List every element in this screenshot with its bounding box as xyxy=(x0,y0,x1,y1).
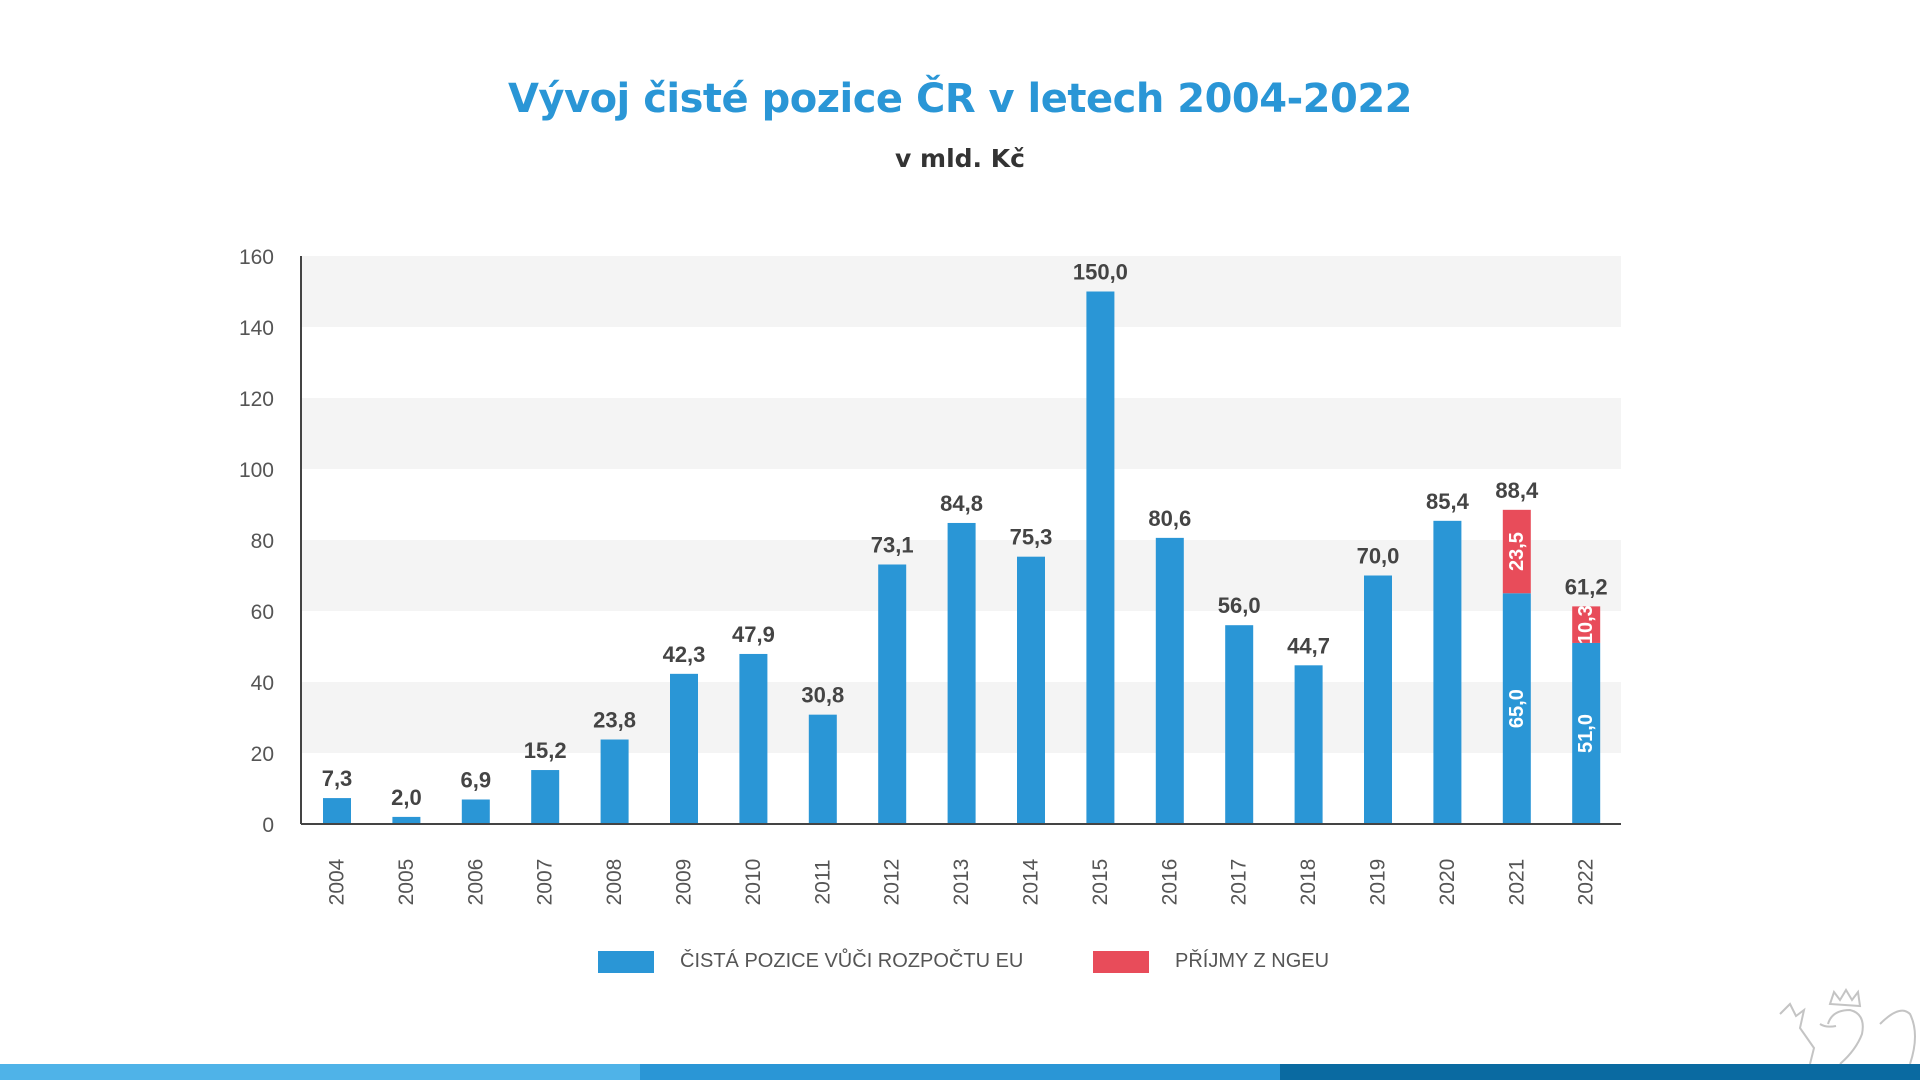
data-label: 44,7 xyxy=(1287,633,1330,658)
x-tick-label: 2020 xyxy=(1436,859,1459,906)
x-tick-label: 2016 xyxy=(1158,859,1181,906)
data-label: 42,3 xyxy=(663,642,706,667)
chart-title: Vývoj čisté pozice ČR v letech 2004-2022 xyxy=(507,76,1413,122)
data-label: 84,8 xyxy=(940,491,983,516)
y-tick-label: 160 xyxy=(239,246,274,269)
data-label: 2,0 xyxy=(391,785,422,810)
bar-net-position-2022 xyxy=(1572,642,1601,824)
bar-net-position-2013 xyxy=(947,522,976,824)
y-tick-label: 0 xyxy=(262,814,274,837)
data-label: 61,2 xyxy=(1565,574,1608,599)
bar-net-position-2009 xyxy=(670,673,698,824)
bar-net-position-2006 xyxy=(461,799,490,824)
bar-ngeu-2021 xyxy=(1502,509,1531,594)
bar-net-position-2020 xyxy=(1433,520,1462,824)
bar-net-position-2010 xyxy=(739,653,768,824)
bar-inner-label: 51,0 xyxy=(1575,714,1597,753)
bar-net-position-2004 xyxy=(323,798,351,824)
legend-item-ngeu: PŘÍJMY Z NGEU xyxy=(1093,950,1329,973)
bar-net-position-2015 xyxy=(1086,291,1115,824)
bar-net-position-2021 xyxy=(1502,593,1531,824)
bar-net-position-2017 xyxy=(1225,625,1254,824)
data-label: 80,6 xyxy=(1148,506,1191,531)
x-tick-label: 2015 xyxy=(1089,859,1112,906)
x-tick-label: 2010 xyxy=(742,859,765,906)
x-tick-label: 2004 xyxy=(326,858,349,905)
data-label: 88,4 xyxy=(1495,478,1539,503)
x-tick-label: 2017 xyxy=(1228,859,1251,906)
y-tick-label: 80 xyxy=(251,530,274,553)
grid-band xyxy=(301,398,1621,469)
legend-label-net-position: ČISTÁ POZICE VŮČI ROZPOČTU EU xyxy=(680,950,1024,972)
bar-net-position-2016 xyxy=(1155,537,1184,824)
data-label: 15,2 xyxy=(524,738,567,763)
data-label: 47,9 xyxy=(732,622,775,647)
x-tick-label: 2005 xyxy=(395,859,418,906)
y-tick-label: 60 xyxy=(251,601,274,624)
data-label: 73,1 xyxy=(871,532,914,557)
data-label: 23,8 xyxy=(593,708,636,733)
bar-inner-label: 23,5 xyxy=(1506,532,1528,571)
bar-net-position-2019 xyxy=(1364,575,1392,824)
bar-net-position-2005 xyxy=(392,816,421,824)
y-tick-label: 100 xyxy=(239,459,274,482)
data-label: 75,3 xyxy=(1010,525,1053,550)
grid-band xyxy=(301,256,1621,327)
bar-net-position-2014 xyxy=(1017,556,1045,824)
bar-net-position-2018 xyxy=(1294,665,1323,824)
lion-logo-icon xyxy=(1779,988,1916,1064)
x-tick-label: 2008 xyxy=(603,859,626,906)
x-tick-label: 2012 xyxy=(881,859,904,906)
x-tick-label: 2007 xyxy=(534,859,557,906)
bar-chart: 0 20 40 60 80 100 120 140 160 7,3 2004 2,0 2005 6,9 20… xyxy=(239,246,1621,906)
x-tick-label: 2009 xyxy=(673,859,696,906)
x-tick-label: 2022 xyxy=(1575,859,1598,906)
data-label: 70,0 xyxy=(1357,544,1400,569)
data-label: 150,0 xyxy=(1073,260,1128,285)
x-tick-label: 2014 xyxy=(1020,858,1043,905)
data-label: 30,8 xyxy=(801,683,844,708)
x-tick-label: 2018 xyxy=(1297,859,1320,906)
y-tick-label: 120 xyxy=(239,388,274,411)
y-tick-label: 40 xyxy=(251,672,274,695)
legend-item-net-position: ČISTÁ POZICE VŮČI ROZPOČTU EU xyxy=(598,950,1023,973)
data-label: 56,0 xyxy=(1218,593,1261,618)
bar-net-position-2008 xyxy=(600,739,629,824)
bar-net-position-2011 xyxy=(808,714,837,824)
bar-ngeu-2022 xyxy=(1572,606,1601,643)
x-tick-label: 2019 xyxy=(1367,859,1390,906)
bar-net-position-2007 xyxy=(531,770,560,824)
x-tick-label: 2013 xyxy=(950,859,973,906)
bar-inner-label: 10,3 xyxy=(1575,605,1597,644)
x-tick-label: 2021 xyxy=(1505,859,1528,906)
x-tick-label: 2011 xyxy=(811,859,834,904)
chart-subtitle: v mld. Kč xyxy=(895,144,1025,173)
bottom-stripe xyxy=(0,1064,1920,1080)
y-tick-label: 20 xyxy=(251,743,274,766)
data-label: 85,4 xyxy=(1426,489,1470,514)
x-tick-label: 2006 xyxy=(464,859,487,906)
legend-label-ngeu: PŘÍJMY Z NGEU xyxy=(1175,950,1330,972)
legend-swatch-net-position xyxy=(598,950,654,973)
y-tick-label: 140 xyxy=(239,317,274,340)
data-label: 7,3 xyxy=(322,766,353,791)
data-label: 6,9 xyxy=(461,768,492,793)
bar-inner-label: 65,0 xyxy=(1506,689,1528,728)
legend-swatch-ngeu xyxy=(1093,950,1149,973)
bar-net-position-2012 xyxy=(878,564,907,824)
